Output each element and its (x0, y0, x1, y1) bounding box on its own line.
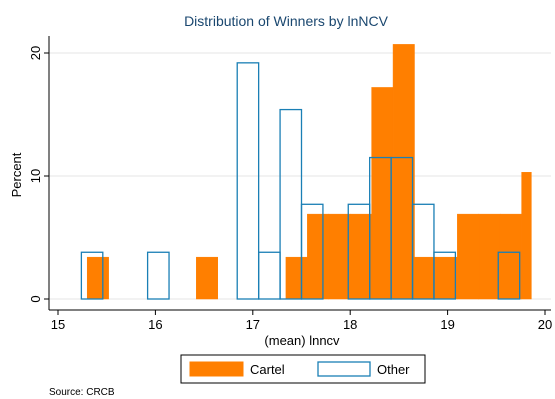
cartel-bar (457, 213, 480, 300)
legend: Cartel Other (180, 354, 426, 384)
x-tick-label: 16 (148, 317, 162, 332)
source-note: Source: CRCB (49, 387, 115, 398)
cartel-bar (307, 213, 330, 300)
other-bar (300, 203, 324, 300)
cartel-bar (521, 172, 532, 300)
x-axis-label: (mean) lnncv (264, 333, 340, 348)
other-bar (236, 62, 260, 300)
cartel-bars (86, 44, 532, 300)
cartel-bar (328, 213, 351, 300)
cartel-bar (349, 213, 372, 300)
other-bar (257, 251, 281, 300)
chart-title: Distribution of Winners by lnNCV (184, 13, 389, 29)
cartel-bar (478, 213, 501, 300)
other-bars (80, 62, 521, 300)
other-bar (497, 251, 521, 300)
cartel-bar (285, 256, 308, 300)
x-tick-label: 15 (51, 317, 65, 332)
x-tick-label: 18 (343, 317, 357, 332)
cartel-bar (414, 256, 437, 300)
x-tick-label: 19 (440, 317, 454, 332)
y-tick-label: 0 (28, 295, 43, 302)
cartel-bar (371, 87, 394, 300)
y-tick-label: 20 (28, 46, 43, 60)
other-bar (146, 251, 170, 300)
other-bar (80, 251, 104, 300)
legend-cartel-swatch (189, 361, 244, 377)
x-tick-label: 17 (246, 317, 260, 332)
legend-box (180, 354, 426, 384)
legend-other-label: Other (377, 362, 410, 377)
legend-cartel-label: Cartel (250, 362, 285, 377)
x-tick-label: 20 (538, 317, 552, 332)
cartel-bar (86, 256, 109, 300)
other-bar (433, 251, 457, 300)
y-axis-label: Percent (9, 152, 24, 197)
cartel-bar (499, 213, 522, 300)
y-tick-label: 10 (28, 169, 43, 183)
legend-other-swatch (317, 361, 371, 377)
cartel-bar (196, 256, 218, 300)
cartel-bar (392, 44, 415, 300)
axes-layer: 15 16 17 18 19 20 0 10 20 (28, 36, 552, 332)
cartel-bar (435, 256, 458, 300)
